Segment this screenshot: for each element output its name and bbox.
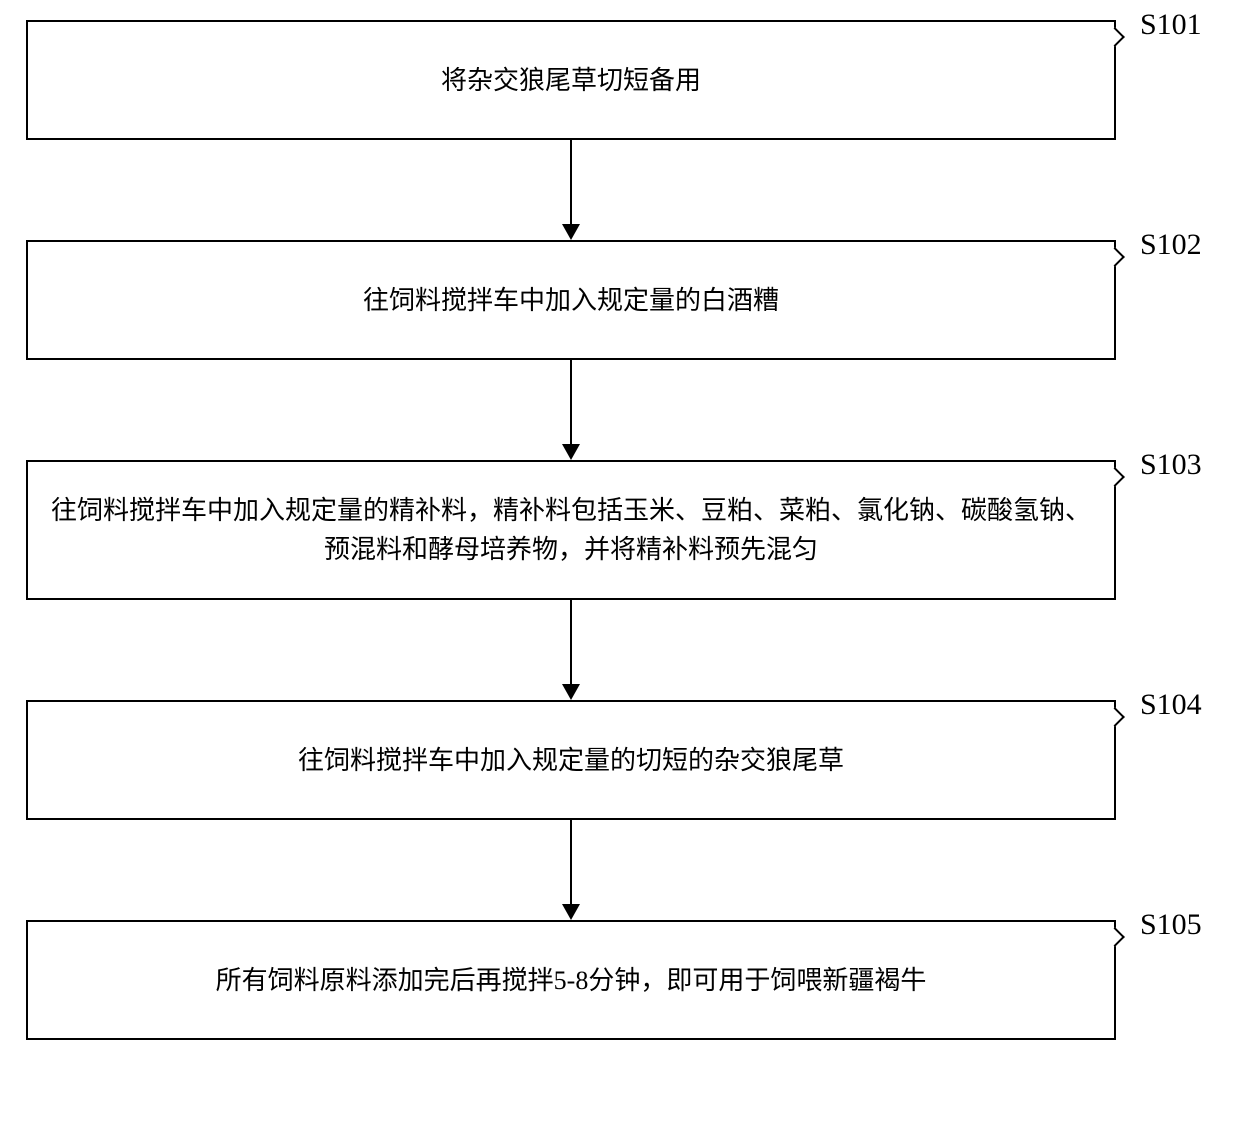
step-label-s103: S103 [1140, 448, 1202, 482]
step-label-s104: S104 [1140, 688, 1202, 722]
arrow-head-icon [562, 444, 580, 460]
step-box-s105: 所有饲料原料添加完后再搅拌5-8分钟，即可用于饲喂新疆褐牛 [26, 920, 1116, 1040]
notch-icon [1105, 927, 1125, 947]
step-label-s101: S101 [1140, 8, 1202, 42]
arrow-line [570, 360, 572, 444]
step-text: 往饲料搅拌车中加入规定量的精补料，精补料包括玉米、豆粕、菜粕、氯化钠、碳酸氢钠、… [48, 491, 1094, 569]
arrow-line [570, 600, 572, 684]
step-text: 所有饲料原料添加完后再搅拌5-8分钟，即可用于饲喂新疆褐牛 [216, 961, 927, 1000]
step-box-s104: 往饲料搅拌车中加入规定量的切短的杂交狼尾草 [26, 700, 1116, 820]
step-text: 将杂交狼尾草切短备用 [441, 61, 701, 100]
notch-icon [1105, 467, 1125, 487]
flowchart-canvas: 将杂交狼尾草切短备用 S101 往饲料搅拌车中加入规定量的白酒糟 S102 往饲… [0, 0, 1240, 1135]
step-label-s102: S102 [1140, 228, 1202, 262]
step-text: 往饲料搅拌车中加入规定量的切短的杂交狼尾草 [298, 741, 844, 780]
step-label-s105: S105 [1140, 908, 1202, 942]
step-text: 往饲料搅拌车中加入规定量的白酒糟 [363, 281, 779, 320]
arrow-head-icon [562, 224, 580, 240]
notch-icon [1105, 247, 1125, 267]
arrow-line [570, 820, 572, 904]
arrow-line [570, 140, 572, 224]
arrow-head-icon [562, 684, 580, 700]
step-box-s103: 往饲料搅拌车中加入规定量的精补料，精补料包括玉米、豆粕、菜粕、氯化钠、碳酸氢钠、… [26, 460, 1116, 600]
notch-icon [1105, 707, 1125, 727]
notch-icon [1105, 27, 1125, 47]
arrow-head-icon [562, 904, 580, 920]
step-box-s101: 将杂交狼尾草切短备用 [26, 20, 1116, 140]
step-box-s102: 往饲料搅拌车中加入规定量的白酒糟 [26, 240, 1116, 360]
